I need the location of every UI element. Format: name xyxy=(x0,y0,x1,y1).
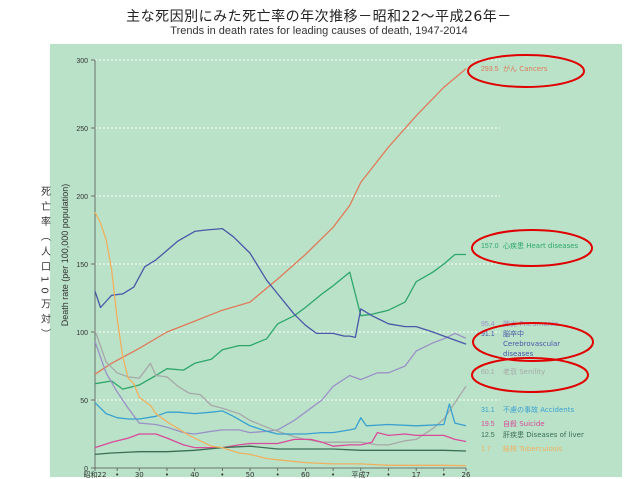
series-name-label: 不慮の事故 Accidents xyxy=(503,405,574,414)
series-label-3: 91.1 脳卒中 Cerebrovascular diseases xyxy=(481,329,560,358)
x-tick-label: • xyxy=(442,471,446,479)
series-label-0: 293.5 がん Cancers xyxy=(481,64,548,73)
series-value-label: 293.5 xyxy=(481,66,499,73)
series-name-label: 脳卒中 xyxy=(503,329,524,338)
chart-title-ja: 主な死因別にみた死亡率の年次推移－昭和22～平成26年－ xyxy=(126,9,512,25)
series-label-8: 1.7 結核 Tuberculosis xyxy=(481,444,562,453)
series-value-label: 91.1 xyxy=(481,331,495,338)
oval-cancers xyxy=(467,54,585,88)
series-label-7: 12.5 肝疾患 Diseases of liver xyxy=(481,430,584,439)
series-label-4: 60.1 老衰 Senility xyxy=(481,367,545,376)
series-value-label: 19.5 xyxy=(481,421,495,428)
y-tick-label: 50 xyxy=(80,398,88,405)
series-value-label: 12.5 xyxy=(481,432,495,439)
series-line-8 xyxy=(94,212,467,467)
y-tick-label: 250 xyxy=(76,126,88,133)
x-tick-label: 平成7 xyxy=(352,470,370,479)
x-tick-label: 40 xyxy=(190,471,199,479)
plot-background xyxy=(50,44,622,477)
y-axis-label-ja: 死亡率（人口10万対） xyxy=(39,186,51,344)
oval-heart-diseases xyxy=(471,229,593,267)
series-label-6: 19.5 自殺 Suicide xyxy=(481,419,545,428)
y-tick-label: 300 xyxy=(76,58,88,65)
series-name-label: 自殺 Suicide xyxy=(503,419,545,428)
series-line-3 xyxy=(94,227,467,345)
series-value-label: 157.0 xyxy=(481,243,499,250)
series-name-label: 心疾患 Heart diseases xyxy=(503,241,579,250)
highlight-ovals xyxy=(467,54,594,393)
y-axis-label: 死亡率（人口10万対） Death rate (per 100,000 popu… xyxy=(39,184,71,344)
x-tick-label: • xyxy=(331,471,335,479)
series-line-4 xyxy=(94,330,467,446)
series-label-5: 31.1 不慮の事故 Accidents xyxy=(481,405,574,414)
oval-cerebrovascular xyxy=(472,322,594,362)
x-tick-label: 昭和22 xyxy=(84,470,107,479)
series-line-6 xyxy=(94,431,467,449)
series-name-label: 結核 Tuberculosis xyxy=(503,444,562,453)
x-tick-label: 60 xyxy=(301,471,310,479)
y-axis-label-en: Death rate (per 100,000 population) xyxy=(60,184,70,327)
x-tick-label: 17 xyxy=(412,471,421,479)
series-name-label: 肝疾患 Diseases of liver xyxy=(503,430,584,439)
x-tick-label: • xyxy=(220,471,224,479)
x-tick-label: 50 xyxy=(246,471,255,479)
series-lines xyxy=(94,68,467,467)
x-tick-label: • xyxy=(165,471,169,479)
series-line-0 xyxy=(94,68,467,375)
y-tick-label: 150 xyxy=(76,262,88,269)
chart-title-en: Trends in death rates for leading causes… xyxy=(170,25,468,37)
x-tick-label: 30 xyxy=(135,471,144,479)
series-label-1: 157.0 心疾患 Heart diseases xyxy=(481,241,579,250)
y-tick-label: 0 xyxy=(84,466,88,473)
series-line-1 xyxy=(94,253,466,390)
x-tick-label: 26 xyxy=(462,471,471,479)
series-line-7 xyxy=(94,445,467,456)
x-ticks: 昭和22 • 30 • 40 • 50 • 60 • 平成7 • 17 • 26 xyxy=(84,468,471,479)
y-tick-label: 100 xyxy=(76,330,88,337)
series-labels: 293.5 がん Cancers 157.0 心疾患 Heart diseases 95… xyxy=(481,64,584,453)
series-value-label: 95.4 xyxy=(481,321,495,328)
series-value-label: 31.1 xyxy=(481,407,495,414)
x-tick-label: • xyxy=(386,471,390,479)
series-name-label: Cerebrovascular xyxy=(503,340,560,348)
oval-senility xyxy=(471,357,589,393)
series-value-label: 60.1 xyxy=(481,369,495,376)
series-name-label: diseases xyxy=(503,350,534,358)
series-line-2 xyxy=(94,332,467,435)
x-tick-label: • xyxy=(115,471,119,479)
series-line-5 xyxy=(94,402,467,435)
x-tick-label: • xyxy=(276,471,280,479)
series-name-label: がん Cancers xyxy=(503,64,548,73)
series-name-label: 老衰 Senility xyxy=(503,367,545,376)
y-ticks: 0 50 100 150 200 250 300 xyxy=(76,58,95,473)
y-tick-label: 200 xyxy=(76,194,88,201)
gridlines xyxy=(95,59,500,401)
series-value-label: 1.7 xyxy=(481,446,491,453)
